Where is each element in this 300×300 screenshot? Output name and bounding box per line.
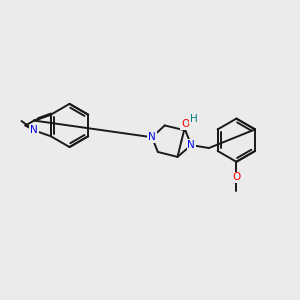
Text: O: O	[181, 119, 190, 130]
Text: N: N	[187, 140, 195, 150]
Text: O: O	[232, 172, 241, 182]
Text: N: N	[148, 132, 156, 142]
Text: N: N	[30, 125, 38, 135]
Text: H: H	[190, 114, 198, 124]
